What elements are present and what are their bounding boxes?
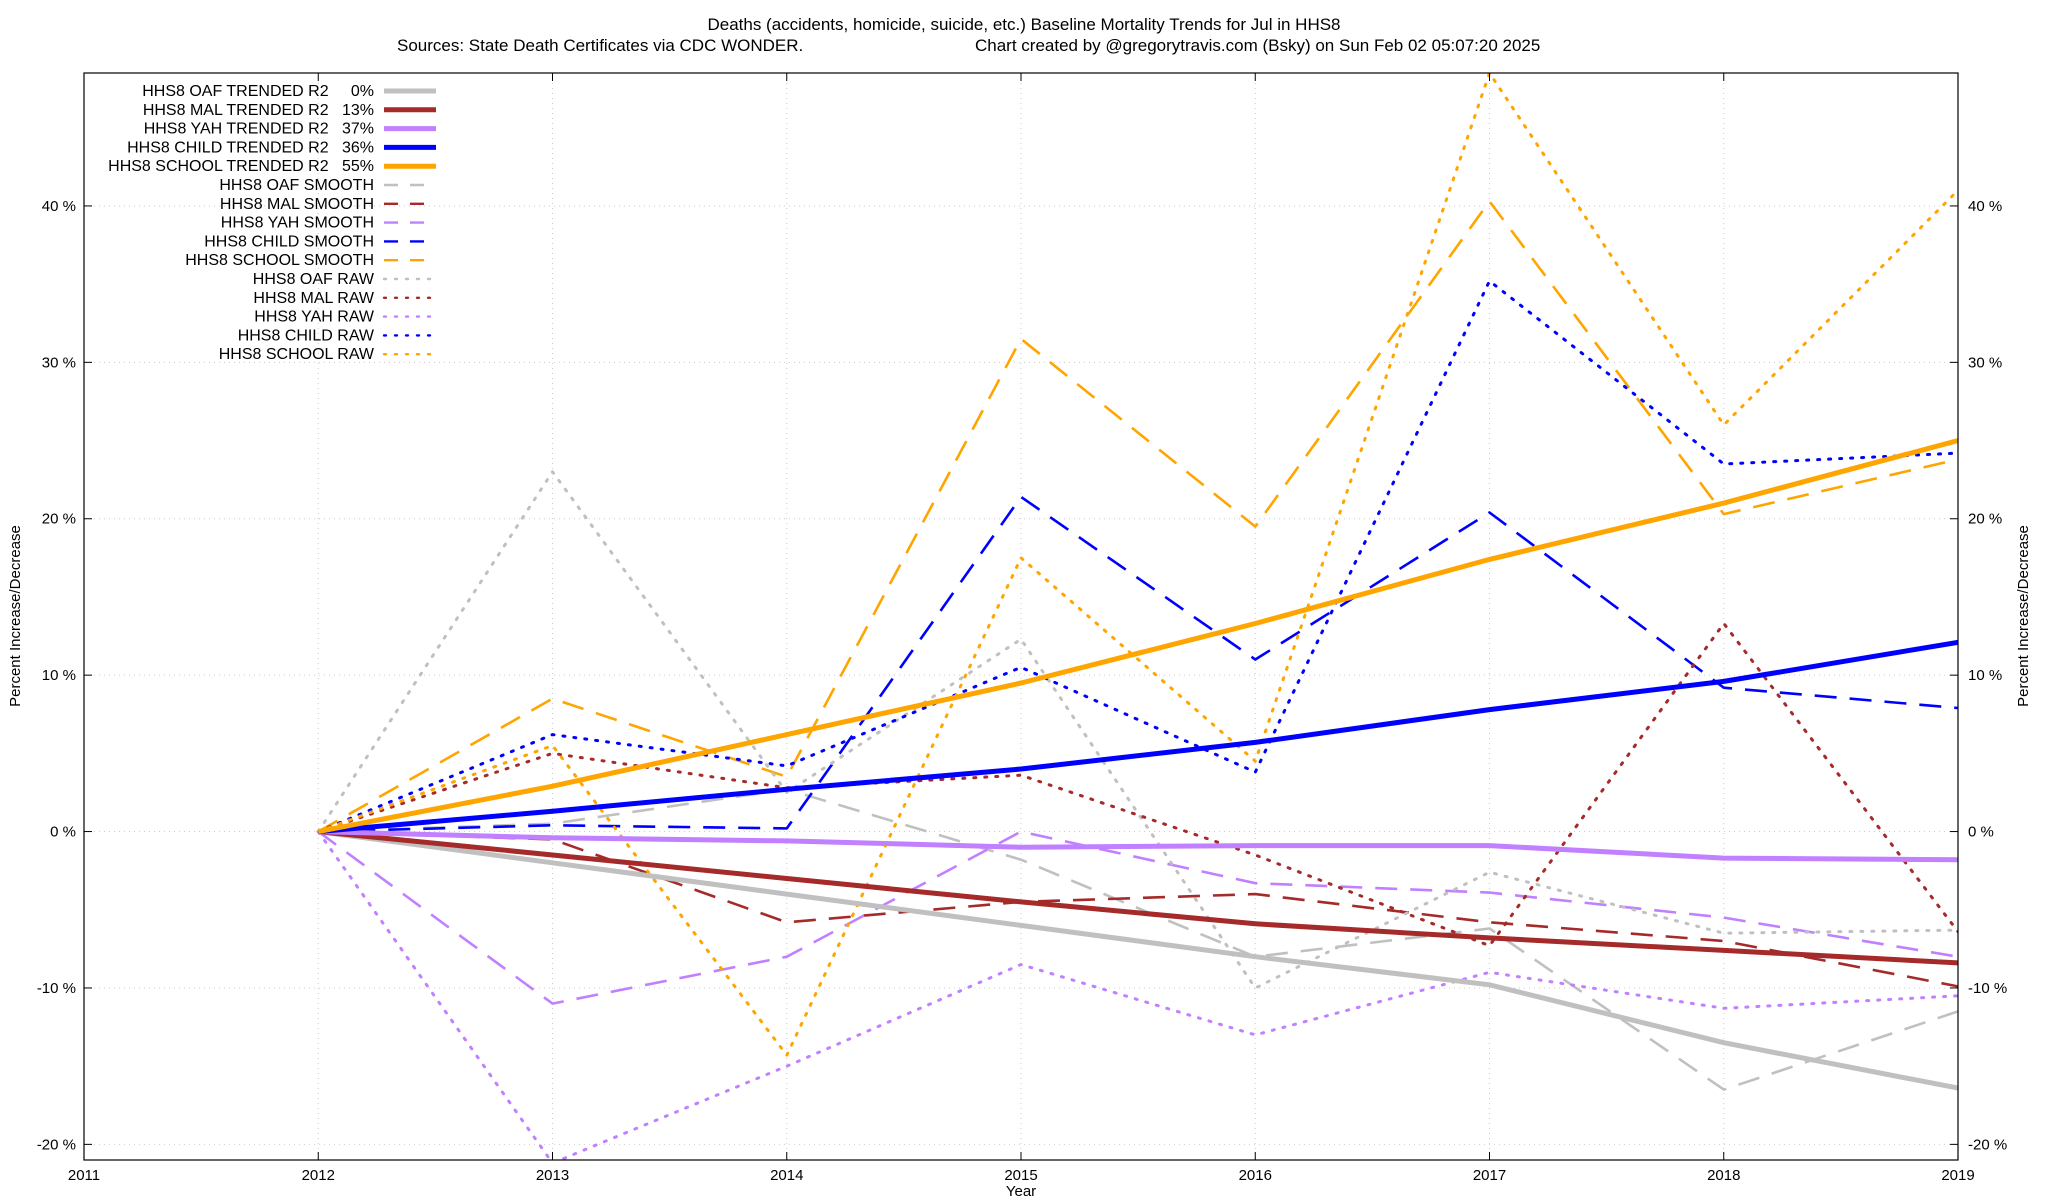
legend-label: HHS8 OAF RAW	[253, 271, 375, 288]
y-tick-label-right: -20 %	[1968, 1136, 2007, 1153]
series-line-hhs8-child-smooth	[318, 495, 1958, 833]
series-line-hhs8-yah-smooth	[317, 830, 1958, 1005]
y-axis-label-right: Percent Increase/Decrease	[2015, 525, 2032, 707]
chart-title: Deaths (accidents, homicide, suicide, et…	[707, 15, 1340, 34]
x-tick-label: 2014	[770, 1167, 803, 1184]
y-tick-label-right: -10 %	[1968, 980, 2007, 997]
legend-label: HHS8 SCHOOL RAW	[219, 346, 375, 363]
series-line-hhs8-school-raw	[316, 73, 1958, 1057]
legend-label: HHS8 OAF SMOOTH	[219, 177, 374, 194]
series-line-hhs8-yah-trended-r2	[318, 829, 1958, 863]
x-axis-label: Year	[1006, 1183, 1036, 1200]
series-line-hhs8-oaf-raw	[316, 470, 1958, 990]
y-tick-label-left: 10 %	[42, 667, 76, 684]
legend-label: HHS8 MAL RAW	[253, 290, 375, 307]
series-line-hhs8-oaf-smooth	[318, 787, 1958, 1091]
series-line-hhs8-mal-smooth	[318, 830, 1958, 988]
y-tick-label-right: 40 %	[1968, 198, 2002, 215]
y-tick-label-left: -20 %	[37, 1136, 76, 1153]
legend-label: HHS8 YAH SMOOTH	[221, 215, 374, 232]
series-line-hhs8-mal-trended-r2	[318, 829, 1958, 966]
x-tick-label: 2018	[1707, 1167, 1740, 1184]
series-line-hhs8-child-raw	[316, 279, 1958, 834]
y-tick-label-left: -10 %	[37, 980, 76, 997]
legend-label: HHS8 YAH RAW	[254, 309, 375, 326]
legend-label: HHS8 CHILD TRENDED R2 36%	[127, 139, 374, 156]
series-line-hhs8-school-trended-r2	[317, 438, 1958, 835]
legend-label: HHS8 SCHOOL SMOOTH	[185, 252, 374, 269]
series-line-hhs8-child-trended-r2	[318, 639, 1958, 835]
legend-label: HHS8 MAL TRENDED R2 13%	[143, 102, 374, 119]
y-tick-label-left: 20 %	[42, 511, 76, 528]
legend-label: HHS8 YAH TRENDED R2 37%	[144, 121, 374, 138]
x-tick-label: 2012	[302, 1167, 335, 1184]
legend: HHS8 OAF TRENDED R2 0% HHS8 MAL TRENDED R…	[108, 83, 438, 363]
legend-label: HHS8 MAL SMOOTH	[220, 196, 374, 213]
y-tick-label-right: 20 %	[1968, 511, 2002, 528]
x-tick-label: 2019	[1941, 1167, 1974, 1184]
series-line-hhs8-school-smooth	[317, 200, 1958, 833]
legend-label: HHS8 CHILD SMOOTH	[204, 233, 374, 250]
axis-ticks: 2011 2012 2013 2014 2015 2016 2017 2018 2019 -20 …	[37, 73, 2007, 1184]
chart-subtitle-sources: Sources: State Death Certificates via CD…	[397, 36, 803, 55]
y-tick-label-right: 10 %	[1968, 667, 2002, 684]
series-line-hhs8-mal-raw	[316, 622, 1958, 948]
y-tick-label-right: 0 %	[1968, 824, 1994, 841]
y-tick-label-right: 30 %	[1968, 354, 2002, 371]
y-axis-label-left: Percent Increase/Decrease	[7, 525, 24, 707]
x-tick-label: 2017	[1473, 1167, 1506, 1184]
y-tick-label-left: 30 %	[42, 354, 76, 371]
x-tick-label: 2011	[68, 1167, 100, 1184]
series-lines	[316, 73, 1958, 1160]
y-tick-label-left: 0 %	[50, 824, 76, 841]
series-line-hhs8-yah-raw	[316, 830, 1958, 1160]
series-line-hhs8-oaf-trended-r2	[317, 829, 1958, 1091]
x-tick-label: 2013	[536, 1167, 569, 1184]
x-tick-label: 2016	[1239, 1167, 1272, 1184]
legend-label: HHS8 SCHOOL TRENDED R2 55%	[108, 158, 374, 175]
legend-label: HHS8 CHILD RAW	[238, 327, 375, 344]
legend-label: HHS8 OAF TRENDED R2 0%	[142, 83, 374, 100]
chart-subtitle-credit: Chart created by @gregorytravis.com (Bsk…	[975, 36, 1540, 55]
x-tick-label: 2015	[1004, 1167, 1037, 1184]
y-tick-label-left: 40 %	[42, 198, 76, 215]
